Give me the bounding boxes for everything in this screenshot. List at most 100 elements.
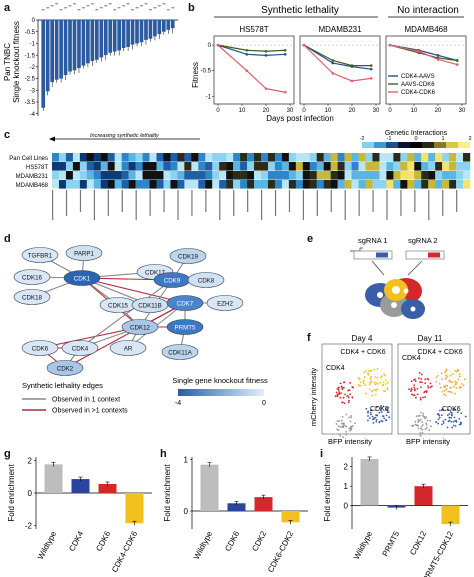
panel-f-cell-dot — [444, 371, 447, 373]
panel-d-node-label: CDK7 — [177, 301, 194, 308]
panel-g-category-label: CDK4-CDK6 — [110, 529, 139, 574]
panel-c-heat-cell — [358, 171, 366, 180]
panel-c-heat-cell — [442, 153, 450, 162]
panel-a-knockout-fitness-chart: Pan TNBC Single knockout fitness 0 -0.5 -1… — [3, 3, 178, 118]
panel-a-gene-label — [126, 3, 130, 5]
panel-c-heat-cell — [449, 180, 457, 189]
panel-f-cell-dot — [446, 375, 449, 378]
panel-f-cell-dot — [413, 394, 416, 397]
panel-c-heat-cell — [114, 180, 122, 189]
panel-c-heat-cell — [233, 180, 241, 189]
panel-c-heat-cell — [302, 171, 310, 180]
panel-f-cell-dot — [339, 425, 342, 428]
panel-b-point — [417, 49, 421, 53]
panel-c-heat-cell — [184, 153, 192, 162]
panel-f-cell-dot — [457, 378, 460, 381]
panel-c-heat-cell — [121, 180, 129, 189]
panel-f-cell-dot — [447, 420, 450, 423]
panel-c-col-label — [456, 190, 458, 212]
panel-c-heat-cell — [281, 162, 290, 171]
panel-d-edge — [79, 279, 173, 349]
panel-c-heat-cell — [247, 162, 255, 171]
panel-a-gene-label — [68, 5, 72, 7]
panel-d-fitness-title: Single gene knockout fitness — [172, 376, 268, 385]
panel-f-cell-dot — [379, 376, 382, 379]
panel-f-cell-dot — [455, 381, 458, 384]
panel-c-heat-cell — [65, 180, 74, 189]
panel-f-cell-dot — [340, 385, 343, 388]
panel-f-cell-dot — [420, 378, 423, 380]
panel-b-xtick-label: 10 — [411, 108, 418, 114]
panel-c-heat-cell — [463, 162, 471, 171]
panel-c-heat-cell — [79, 153, 88, 162]
panel-a-bar — [68, 20, 72, 72]
panel-d-node-label: CDK6 — [32, 346, 49, 353]
panel-c-heat-cell — [372, 180, 380, 189]
panel-c-heat-cell — [288, 162, 297, 171]
panel-c-heat-cell — [261, 171, 269, 180]
panel-a-bar — [157, 20, 162, 35]
panel-f-cell-dot — [414, 378, 416, 381]
panel-c-col-label — [177, 190, 179, 220]
panel-c-heat-cell — [309, 171, 317, 180]
panel-c-col-label — [135, 190, 137, 220]
panel-c-col-label — [400, 190, 402, 216]
panel-f-cell-dot — [381, 420, 384, 423]
panel-c-heat-cell — [372, 171, 380, 180]
panel-c-heat-cell — [442, 171, 450, 180]
panel-c-heat-cell — [295, 153, 303, 162]
panel-f-cell-dot — [424, 378, 427, 381]
panel-letter-c: c — [4, 129, 11, 141]
panel-c-heat-cell — [240, 180, 248, 189]
panel-f-cell-dot — [363, 371, 366, 374]
panel-f-cell-dot — [339, 382, 342, 385]
panel-c-heat-cell — [400, 162, 408, 171]
panel-d-node — [109, 340, 147, 356]
panel-c-heat-cell — [414, 171, 422, 180]
panel-a-ytick-label: -2.5 — [25, 77, 36, 83]
panel-f-cell-dot — [458, 373, 461, 376]
panel-b-point — [283, 48, 287, 52]
panel-f-cell-dot — [443, 389, 446, 392]
panel-a-ylabel-line1: Pan TNBC — [3, 43, 12, 81]
panel-d-node-label: CDK11B — [138, 303, 162, 310]
panel-c-heat-cell — [365, 180, 373, 189]
panel-a-gene-label — [77, 9, 81, 11]
panel-f-cell-dot — [386, 409, 389, 412]
panel-b-point — [455, 63, 459, 66]
panel-c-col-label — [163, 190, 165, 212]
panel-f-cell-dot — [421, 429, 424, 431]
panel-c-heat-cell — [358, 162, 366, 171]
panel-c-heat-cell — [198, 171, 206, 180]
panel-c-heat-cell — [281, 180, 290, 189]
panel-f-cell-dot — [425, 390, 428, 392]
panel-c-heat-cell — [142, 153, 150, 162]
panel-c-heat-cell — [86, 180, 94, 189]
panel-c-col-label — [52, 190, 54, 220]
panel-f-cell-dot — [349, 381, 352, 384]
panel-c-heat-cell — [128, 153, 136, 162]
panel-c-heat-cell — [281, 153, 290, 162]
panel-c-heat-cell — [407, 153, 415, 162]
panel-f-cell-dot — [370, 409, 373, 411]
panel-i-ytick-label: 0 — [344, 502, 349, 511]
panel-b-point — [264, 54, 268, 57]
panel-a-bar — [130, 20, 135, 45]
panel-f-cell-dot — [445, 388, 448, 391]
panel-d-node-label: CDK2 — [57, 366, 74, 373]
panel-g-bar — [125, 493, 144, 524]
panel-f-cell-dot — [449, 374, 452, 377]
panel-f-cell-dot — [419, 434, 422, 437]
panel-c-heat-cell — [100, 180, 108, 189]
panel-a-bar — [126, 20, 130, 47]
panel-a-bar — [72, 20, 77, 71]
panel-a-gene-label — [166, 9, 170, 11]
panel-d-node — [206, 295, 244, 311]
panel-c-heat-cell — [184, 180, 192, 189]
panel-f-cell-dot — [443, 386, 446, 389]
panel-c-heat-cell — [344, 171, 352, 180]
panel-h-bar — [200, 464, 219, 511]
panel-b-xtick-label: 0 — [302, 108, 306, 114]
panel-f-cell-dot — [378, 420, 381, 423]
panel-f-cell-dot — [460, 422, 463, 424]
